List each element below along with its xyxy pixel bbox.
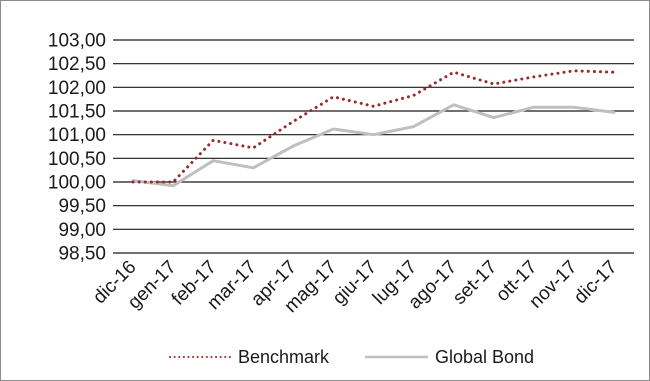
legend: Benchmark Global Bond [169, 347, 534, 367]
y-tick-label: 99,50 [58, 196, 106, 217]
x-axis-tick-labels: dic-16gen-17feb-17mar-17apr-17mag-17giu-… [89, 257, 621, 317]
y-tick-label: 101,50 [48, 102, 106, 123]
grid-lines [113, 39, 634, 254]
y-tick-label: 98,50 [58, 244, 106, 265]
y-tick-label: 99,00 [58, 220, 106, 241]
x-tick-label: dic-17 [570, 257, 621, 308]
y-tick-label: 102,00 [48, 78, 106, 99]
series-lines [131, 69, 616, 188]
legend-global-bond-label: Global Bond [435, 347, 534, 367]
y-tick-label: 102,50 [48, 54, 106, 75]
legend-benchmark-label: Benchmark [238, 347, 330, 367]
x-tick-label: set-17 [449, 257, 501, 309]
series-line-benchmark [131, 69, 616, 184]
y-tick-label: 103,00 [48, 31, 106, 52]
y-tick-label: 100,00 [48, 173, 106, 194]
series-line-global-bond [131, 103, 616, 188]
x-tick-label: giu-17 [329, 257, 381, 309]
y-tick-label: 101,00 [48, 125, 106, 146]
y-tick-label: 100,50 [48, 149, 106, 170]
